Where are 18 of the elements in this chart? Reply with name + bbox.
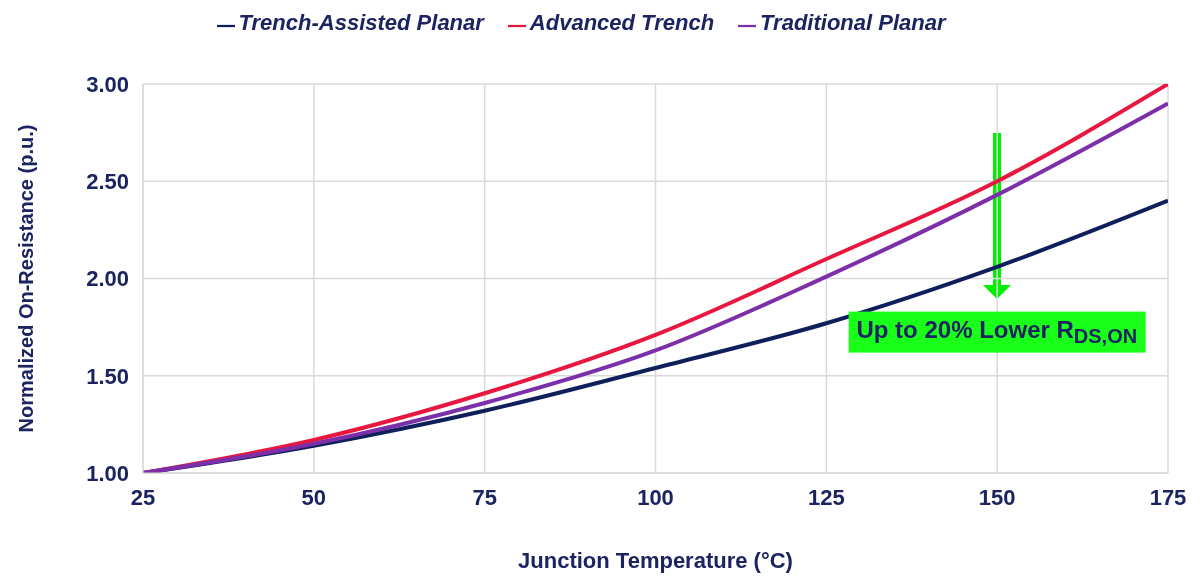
y-tick-label: 1.00 [86, 460, 129, 486]
x-tick-label: 75 [472, 484, 497, 510]
annotation: Up to 20% Lower R$_{DS,ON}$ [848, 311, 1146, 353]
x-tick-label: 25 [130, 484, 156, 510]
y-tick-label: 1.50 [86, 363, 129, 389]
x-tick-label: 100 [637, 484, 674, 510]
x-axis-title: Junction Temperature (°C) [518, 548, 793, 573]
x-tick-label: 150 [978, 484, 1016, 510]
legend-label: Trench-Assisted Planar [238, 10, 484, 35]
x-tick-label: 125 [807, 484, 845, 510]
y-axis-title: Normalized On-Resistance (p.u.) [15, 124, 38, 433]
y-tick-label: 3.00 [86, 71, 129, 97]
y-tick-label: 2.00 [86, 266, 129, 292]
x-tick-label: 50 [301, 484, 327, 510]
legend-label: Advanced Trench [529, 10, 715, 35]
legend-label: Traditional Planar [760, 10, 946, 35]
x-tick-label: 175 [1149, 484, 1187, 510]
y-tick-label: 2.50 [86, 169, 129, 195]
